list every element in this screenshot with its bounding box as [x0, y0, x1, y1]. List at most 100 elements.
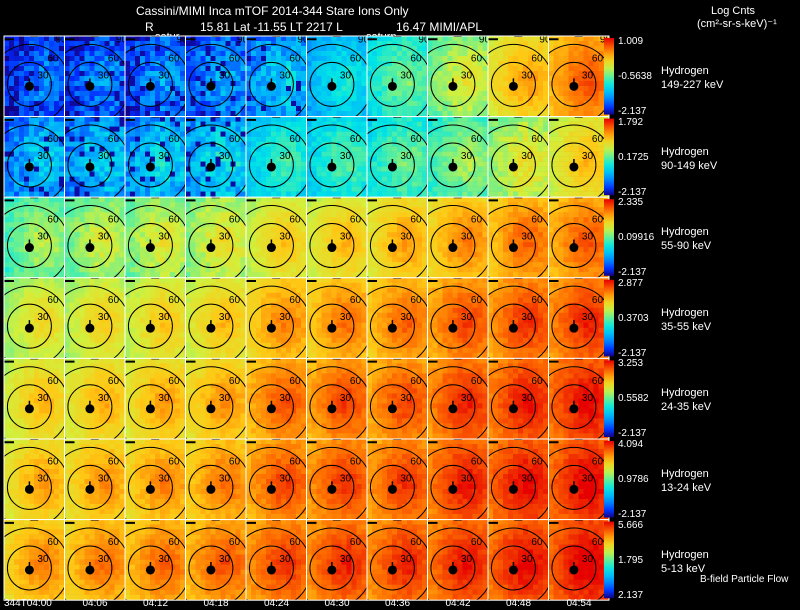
contour-label: 60: [471, 53, 483, 64]
colorbar-mid-label: 0.3703: [618, 314, 649, 324]
contour-label: 60: [410, 295, 422, 306]
contour-label: 60: [229, 537, 241, 548]
contour-label: 30: [340, 70, 352, 81]
contour-label: 60: [108, 295, 120, 306]
contour-label: 60: [350, 537, 362, 548]
contour-label: 60: [531, 456, 543, 467]
contour-label: 30: [219, 312, 231, 323]
contour-label: 30: [521, 151, 533, 162]
contour-label: 30: [521, 554, 533, 565]
contour-label: 60: [168, 215, 180, 226]
contour-label: 30: [158, 151, 170, 162]
contour-label: 30: [521, 70, 533, 81]
contour-label: 30: [461, 232, 473, 243]
contour-label: 60: [47, 215, 59, 226]
contour-label: 30: [219, 473, 231, 484]
contour-label: 60: [168, 53, 180, 64]
time-label: 04:12: [143, 597, 168, 610]
contour-label: 30: [400, 312, 412, 323]
contour-label: 60: [108, 134, 120, 145]
contour-label: 30: [37, 473, 49, 484]
contour-label: 30: [279, 151, 291, 162]
contour-label: 30: [37, 232, 49, 243]
contour-label: 30: [340, 232, 352, 243]
contour-label: 60: [531, 215, 543, 226]
contour-label: 60: [108, 53, 120, 64]
contour-label: 30: [158, 70, 170, 81]
contour-label: 30: [521, 393, 533, 404]
contour-label: 30: [400, 232, 412, 243]
contour-label: 30: [461, 151, 473, 162]
band-species-label: Hydrogen: [661, 306, 709, 320]
contour-label: 60: [229, 295, 241, 306]
contour-label: 30: [582, 393, 594, 404]
contour-label: 60: [108, 456, 120, 467]
contour-label: 30: [340, 393, 352, 404]
contour-label: 60: [289, 215, 301, 226]
band-species-label: Hydrogen: [661, 145, 709, 159]
colorbar-min-label: 2.137: [618, 591, 643, 601]
band-species-label: Hydrogen: [661, 467, 709, 481]
colorbar-min-label: -2.137: [618, 268, 646, 278]
contour-label: 60: [108, 537, 120, 548]
contour-label: 30: [219, 70, 231, 81]
contour-label: 30: [279, 232, 291, 243]
contour-label: 30: [400, 554, 412, 565]
contour-label: 30: [340, 554, 352, 565]
contour-label: 60: [168, 134, 180, 145]
band-energy-label: 5-13 keV: [661, 562, 705, 576]
colorbar-max-label: 3.253: [618, 359, 643, 369]
band-energy-label: 24-35 keV: [661, 400, 711, 414]
band-energy-label: 35-55 keV: [661, 320, 711, 334]
contour-label: 60: [47, 134, 59, 145]
contour-label: 30: [37, 151, 49, 162]
contour-label: 30: [400, 151, 412, 162]
contour-label: 30: [158, 473, 170, 484]
contour-label: 30: [98, 70, 110, 81]
contour-label: 30: [37, 312, 49, 323]
colorbar-max-label: 1.792: [618, 118, 643, 128]
band-energy-label: 55-90 keV: [661, 239, 711, 253]
contour-label: 60: [410, 456, 422, 467]
contour-label: 30: [340, 151, 352, 162]
contour-label: 30: [279, 312, 291, 323]
colorbar-mid-label: 0.09916: [618, 233, 654, 243]
colorbar-mid-label: 0.1725: [618, 153, 649, 163]
contour-label: 60: [289, 134, 301, 145]
contour-label: 60: [168, 376, 180, 387]
contour-label: 30: [219, 393, 231, 404]
colorbar-max-label: 4.094: [618, 440, 643, 450]
contour-label: 60: [289, 295, 301, 306]
contour-label: 30: [582, 554, 594, 565]
contour-label: 60: [531, 537, 543, 548]
contour-label: 30: [400, 393, 412, 404]
contour-label: 60: [410, 215, 422, 226]
time-label: 04:36: [385, 597, 410, 610]
contour-label: 60: [531, 134, 543, 145]
contour-label: 60: [592, 295, 604, 306]
contour-label: 30: [582, 232, 594, 243]
contour-label: 60: [471, 295, 483, 306]
contour-label: 60: [531, 295, 543, 306]
time-label: 04:30: [325, 597, 350, 610]
contour-label: 30: [279, 70, 291, 81]
time-label: 04:42: [446, 597, 471, 610]
contour-label: 60: [350, 376, 362, 387]
contour-label: 30: [582, 70, 594, 81]
band-energy-label: 90-149 keV: [661, 159, 717, 173]
contour-label: 60: [47, 53, 59, 64]
colorbar-min-label: -2.137: [618, 188, 646, 198]
time-label: 04:24: [264, 597, 289, 610]
contour-label: 60: [289, 53, 301, 64]
contour-label: 30: [219, 151, 231, 162]
band-species-label: Hydrogen: [661, 225, 709, 239]
colorbar: [604, 119, 614, 196]
contour-label: 60: [471, 537, 483, 548]
time-label: 344T04:00: [4, 597, 52, 610]
contour-label: 60: [350, 215, 362, 226]
contour-label: 60: [592, 53, 604, 64]
contour-label: 60: [471, 456, 483, 467]
band-energy-label: 149-227 keV: [661, 78, 723, 92]
contour-label: 60: [168, 456, 180, 467]
colorbar-min-label: -2.137: [618, 429, 646, 439]
